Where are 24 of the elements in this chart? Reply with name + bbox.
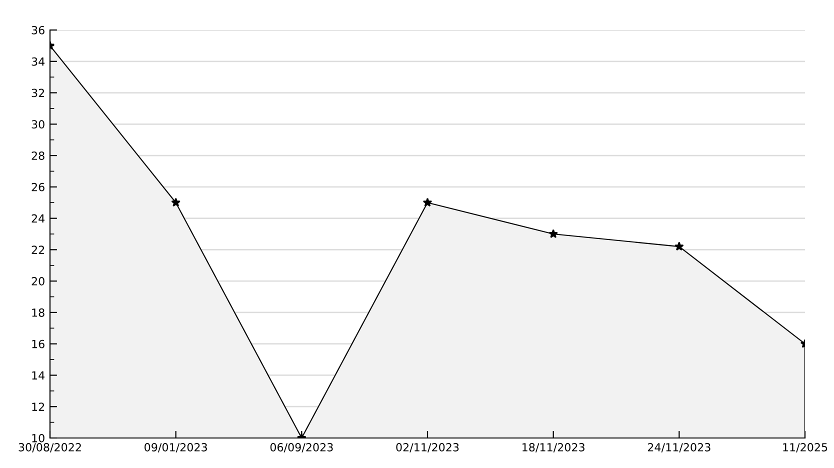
x-tick-label: 30/08/2022 (18, 443, 81, 452)
y-tick-label: 30 (32, 120, 44, 129)
y-tick-label: 34 (32, 57, 45, 66)
x-tick-label: 11/2025 (783, 443, 828, 452)
y-tick-label: 28 (32, 152, 44, 160)
x-tick-label: 02/11/2023 (396, 443, 459, 452)
y-tick-label: 36 (32, 26, 44, 34)
y-tick-label: 12 (32, 402, 44, 411)
y-tick-label: 18 (32, 308, 44, 317)
point (674, 242, 684, 251)
x-tick-label: 06/09/2023 (270, 443, 333, 452)
y-tick-label: 24 (32, 214, 45, 223)
y-tick-label: 22 (32, 246, 44, 254)
x-tick-label: 09/01/2023 (144, 443, 207, 452)
y-tick-label: 14 (32, 371, 45, 380)
y-tick-label: 16 (32, 340, 44, 348)
point (548, 229, 558, 238)
point (422, 198, 432, 207)
x-tick-label: 18/11/2023 (522, 443, 584, 452)
y-tick-label: 32 (32, 88, 44, 98)
y-tick-label: 10 (32, 434, 44, 442)
y-tick-label: 20 (32, 277, 44, 286)
y-tick-label: 26 (32, 182, 44, 192)
x-tick-label: 24/11/2023 (648, 443, 710, 452)
